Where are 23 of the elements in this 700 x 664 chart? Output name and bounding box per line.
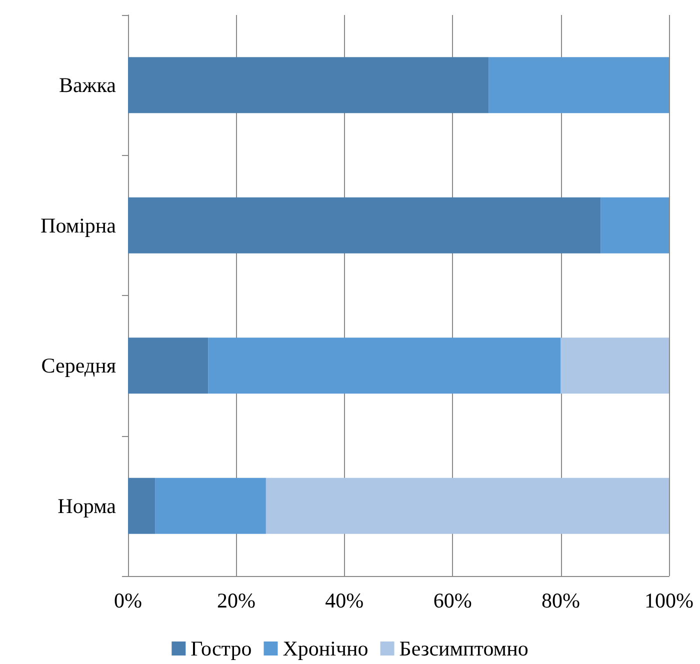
legend-label: Безсимптомно xyxy=(399,636,528,660)
x-tick-label: 20% xyxy=(216,588,256,612)
y-tick-label: Норма xyxy=(58,494,117,518)
bar xyxy=(155,478,266,534)
bar xyxy=(266,478,669,534)
bar xyxy=(128,197,601,254)
bar xyxy=(600,197,669,254)
x-tick-label: 100% xyxy=(644,588,694,612)
legend-label: Хронічно xyxy=(282,636,368,660)
x-tick-label: 40% xyxy=(325,588,364,612)
x-tick-label: 0% xyxy=(114,588,142,612)
bar xyxy=(128,478,156,534)
bar xyxy=(488,57,669,114)
x-tick-label: 60% xyxy=(433,588,472,612)
bar xyxy=(128,338,208,394)
bar xyxy=(208,338,561,394)
x-tick-label: 80% xyxy=(542,588,580,612)
y-tick-label: Середня xyxy=(41,354,116,378)
bar xyxy=(128,57,489,114)
y-tick-label: Важка xyxy=(58,73,117,98)
legend-label: Гостро xyxy=(190,636,252,660)
bar xyxy=(560,338,669,394)
y-tick-label: Помірна xyxy=(40,213,117,238)
